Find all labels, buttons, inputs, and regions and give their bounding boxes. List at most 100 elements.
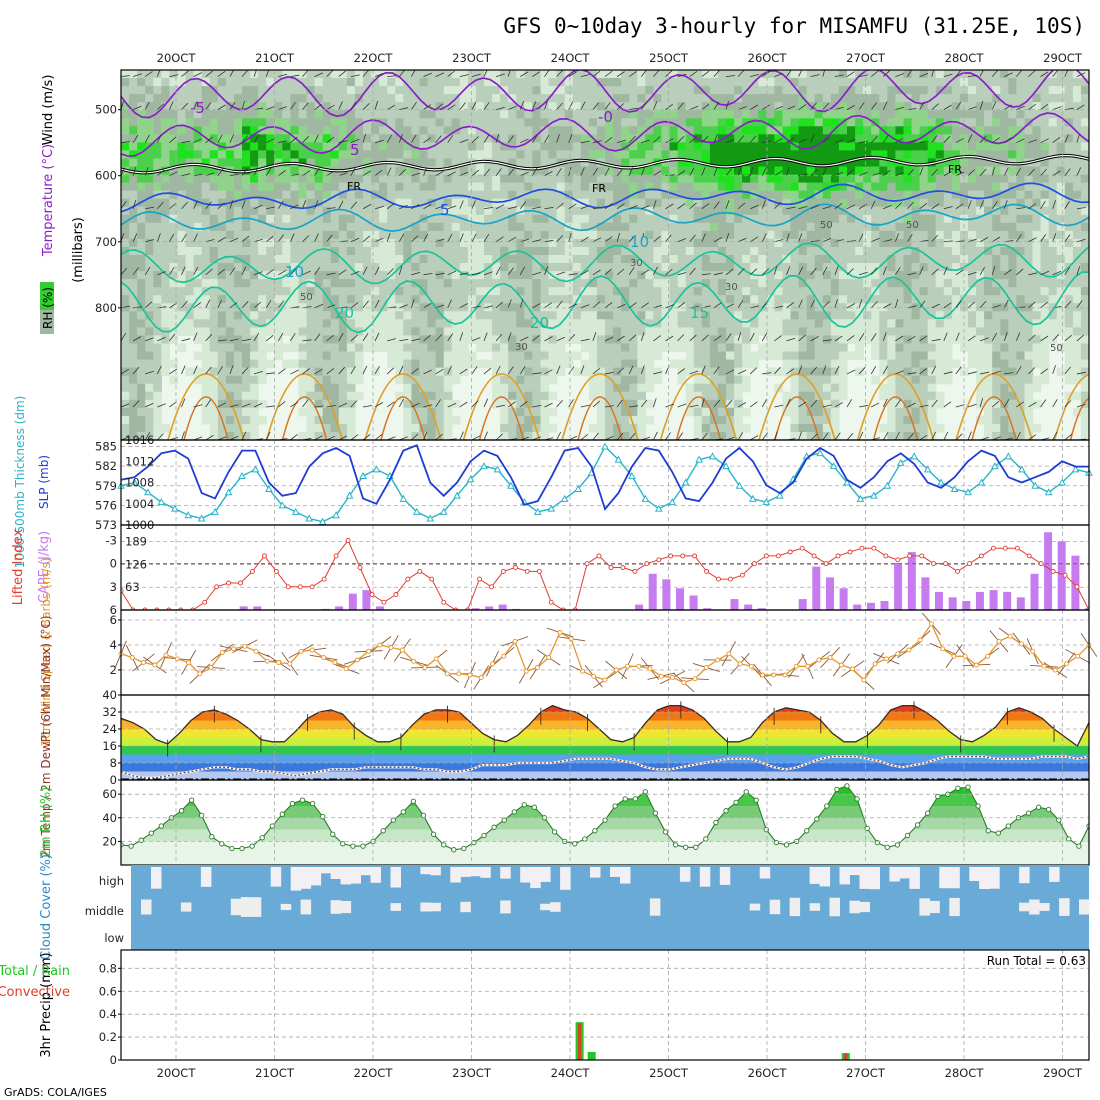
rh-cell bbox=[467, 327, 477, 336]
rh-cell bbox=[314, 343, 324, 353]
rh-cell bbox=[290, 263, 300, 272]
rh-cell bbox=[613, 423, 622, 433]
rh-cell bbox=[242, 86, 251, 95]
rh-cell bbox=[427, 118, 437, 127]
rh-cell bbox=[379, 94, 388, 103]
rh-cell bbox=[314, 279, 324, 288]
rh-cell bbox=[943, 247, 953, 256]
rh-cell bbox=[742, 134, 751, 143]
rh-cell bbox=[629, 319, 638, 328]
rh-cell bbox=[1072, 94, 1082, 103]
rh-cell bbox=[225, 158, 235, 168]
rh-cell bbox=[1040, 255, 1050, 264]
rh-cell bbox=[524, 351, 533, 361]
rh-cell bbox=[879, 295, 888, 304]
rh-cell bbox=[871, 118, 880, 127]
rh-cell bbox=[830, 247, 840, 256]
rh-cell bbox=[371, 102, 380, 111]
rh-cell bbox=[806, 367, 816, 377]
rh-cell bbox=[330, 126, 340, 135]
rh-cell bbox=[1016, 142, 1026, 151]
rh-cell bbox=[1056, 327, 1066, 336]
rh-cell bbox=[484, 295, 493, 304]
rh-cell bbox=[403, 166, 412, 176]
rh-cell bbox=[346, 319, 356, 328]
rh-cell bbox=[169, 271, 179, 280]
rh-cell bbox=[1080, 230, 1089, 240]
rh-cell bbox=[548, 134, 558, 143]
rh-cell bbox=[717, 263, 727, 272]
rh-cell bbox=[314, 247, 324, 256]
rh-cell bbox=[1032, 359, 1042, 369]
rh-cell bbox=[354, 375, 364, 385]
rh-cell bbox=[403, 375, 412, 385]
rh-cell bbox=[177, 198, 187, 208]
rh-cell bbox=[1048, 78, 1058, 87]
rh-cell bbox=[492, 399, 501, 409]
rh-cell bbox=[1000, 222, 1009, 232]
rh-cell bbox=[976, 271, 985, 280]
rh-cell bbox=[225, 399, 235, 409]
rh-cell bbox=[701, 142, 711, 151]
rh-cell bbox=[266, 279, 275, 288]
rh-cell bbox=[596, 399, 606, 409]
rh-cell bbox=[911, 359, 921, 369]
rh-cell bbox=[330, 279, 340, 288]
rh-cell bbox=[822, 222, 832, 232]
rh-cell bbox=[177, 295, 187, 304]
rh-cell bbox=[992, 150, 1001, 159]
rh-cell bbox=[532, 158, 542, 168]
rh-cell bbox=[992, 375, 1001, 385]
rh-cell bbox=[556, 142, 566, 151]
rh-cell bbox=[580, 110, 590, 119]
rh-cell bbox=[435, 383, 445, 393]
rh-cell bbox=[580, 222, 590, 232]
rh-cell bbox=[943, 295, 953, 304]
rh-cell bbox=[532, 78, 542, 87]
rh-cell bbox=[992, 311, 1001, 320]
rh-cell bbox=[346, 287, 356, 296]
rh-cell bbox=[572, 190, 582, 200]
rh-cell bbox=[766, 86, 775, 95]
rh-cell bbox=[556, 70, 566, 79]
rh-cell bbox=[403, 247, 412, 256]
rh-cell bbox=[629, 327, 638, 336]
rh-cell bbox=[459, 247, 469, 256]
rh-cell bbox=[580, 230, 590, 240]
rh-cell bbox=[992, 327, 1001, 336]
rh-cell bbox=[153, 110, 162, 119]
rh-cell bbox=[540, 110, 550, 119]
rh-cell bbox=[838, 383, 848, 393]
rh-cell bbox=[274, 158, 283, 168]
rh-cell bbox=[395, 319, 404, 328]
rh-cell bbox=[903, 415, 913, 425]
rh-cell bbox=[943, 126, 953, 135]
rh-cell bbox=[354, 319, 364, 328]
rh-cell bbox=[516, 230, 525, 240]
rh-cell bbox=[596, 255, 606, 264]
rh-cell bbox=[419, 391, 429, 401]
rh-cell bbox=[580, 70, 590, 79]
rh-cell bbox=[1008, 190, 1017, 200]
rh-cell bbox=[871, 214, 880, 224]
rh-cell bbox=[201, 271, 211, 280]
rh-cell bbox=[1072, 158, 1082, 168]
rh-cell bbox=[1048, 327, 1058, 336]
rh-cell bbox=[806, 423, 816, 433]
rh-cell bbox=[1080, 271, 1089, 280]
rh-cell bbox=[1072, 407, 1082, 417]
rh-cell bbox=[1072, 134, 1082, 143]
rh-cell bbox=[1064, 359, 1074, 369]
rh-cell bbox=[838, 367, 848, 377]
rh-cell bbox=[532, 407, 542, 417]
rh-cell bbox=[153, 383, 162, 393]
rh-cell bbox=[201, 222, 211, 232]
rh-cell bbox=[258, 70, 267, 79]
rh-cell bbox=[1064, 118, 1074, 127]
rh-cell bbox=[532, 174, 542, 184]
rh-cell bbox=[532, 198, 542, 208]
rh-cell bbox=[242, 150, 251, 159]
rh-cell bbox=[145, 230, 154, 240]
rh-cell bbox=[443, 166, 453, 176]
